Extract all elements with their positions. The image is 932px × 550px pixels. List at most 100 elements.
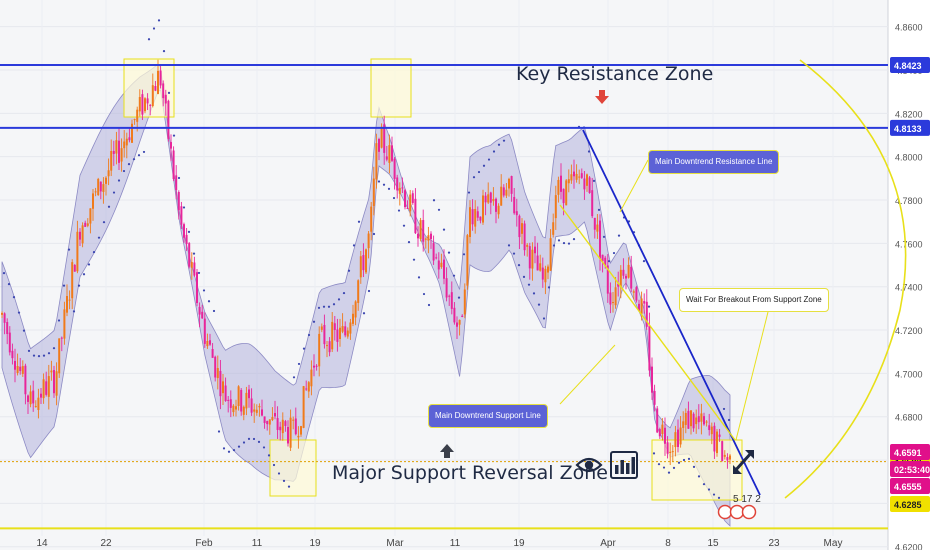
chart-tools [575, 451, 639, 479]
sar-dot [217, 430, 221, 433]
sar-dot [267, 454, 271, 457]
candle-body [445, 278, 448, 298]
candle-body [427, 235, 430, 241]
candle-body [419, 220, 422, 239]
candle-body [443, 259, 445, 279]
sar-dot [497, 143, 501, 146]
candle-body [354, 301, 357, 318]
price-tag-label: 4.6285 [894, 500, 922, 510]
sar-dot [652, 452, 656, 455]
sar-dot [537, 303, 541, 306]
candle-body [346, 330, 349, 337]
candle-body [476, 211, 479, 218]
down-arrow-icon [595, 90, 609, 104]
event-marker [741, 504, 757, 520]
candle-body [502, 187, 505, 196]
sar-dot [642, 260, 646, 263]
sar-dot [257, 440, 261, 443]
y-tick-label: 4.8600 [895, 23, 923, 33]
candle-body [21, 366, 24, 374]
x-tick-label: Mar [386, 538, 404, 549]
candle-body [495, 198, 497, 212]
bar-chart-icon[interactable] [610, 451, 638, 479]
candle-body [211, 348, 214, 358]
y-tick-label: 4.8000 [895, 153, 923, 163]
candle-body [422, 220, 425, 242]
candle-body [388, 145, 391, 163]
y-tick-label: 4.6200 [895, 543, 923, 550]
candle-body [554, 195, 557, 219]
sar-dot [77, 284, 81, 287]
candle-body [536, 255, 539, 271]
sar-dot [697, 475, 701, 478]
sar-dot [17, 311, 21, 314]
price-tag [890, 478, 930, 494]
sar-dot [112, 191, 116, 194]
candle-body [16, 366, 19, 373]
candle-body [562, 188, 565, 204]
candle-body [138, 97, 141, 112]
candle-body [47, 376, 50, 397]
key-resistance-label: Key Resistance Zone [516, 63, 714, 85]
candle-body [534, 246, 536, 254]
sar-dot [727, 418, 731, 422]
candle-body [19, 366, 22, 372]
candle-body [588, 177, 591, 193]
candle-body [227, 399, 230, 401]
y-tick-label: 4.7800 [895, 196, 923, 206]
sar-dot [227, 450, 231, 453]
x-tick-label: 19 [513, 538, 525, 549]
sar-dot [542, 317, 546, 320]
candle-body [58, 338, 61, 374]
candle-body [190, 262, 193, 268]
candle-body [541, 267, 544, 280]
candle-body [86, 223, 89, 226]
sar-dot [172, 134, 176, 137]
sar-dot [132, 158, 136, 161]
eye-icon[interactable] [575, 457, 603, 473]
breakout-arrow [732, 450, 754, 474]
candle-body [326, 345, 328, 347]
candle-body [339, 327, 341, 339]
x-tick-label: Apr [600, 538, 616, 549]
candle-body [515, 211, 518, 216]
candle-body [424, 238, 427, 240]
candle-body [84, 222, 87, 227]
candle-body [619, 269, 622, 288]
candle-body [674, 432, 677, 448]
downtrend-support-callout: Main Downtrend Support Line [428, 404, 548, 428]
candle-body [144, 98, 146, 112]
candle-body [604, 257, 607, 266]
sar-dot [462, 253, 466, 256]
candle-body [118, 140, 120, 163]
x-tick-label: Feb [195, 538, 213, 549]
candle-body [406, 207, 409, 209]
candle-body [177, 192, 180, 211]
candle-body [393, 158, 396, 179]
candle-body [638, 303, 640, 312]
candle-body [370, 206, 373, 232]
candle-body [682, 421, 685, 428]
candle-body [398, 187, 401, 194]
sar-dot [287, 485, 291, 488]
y-tick-label: 4.7600 [895, 239, 923, 249]
candle-body [437, 260, 440, 270]
zone-box [269, 439, 317, 497]
y-tick-label: 4.8200 [895, 109, 923, 119]
sar-dot [482, 164, 486, 167]
candle-body [648, 325, 651, 371]
candle-body [703, 416, 705, 425]
candle-body [378, 139, 380, 152]
sar-dot [237, 445, 241, 448]
candle-body [1, 312, 3, 315]
sar-dot [502, 139, 506, 142]
sar-dot [312, 320, 316, 323]
y-tick-label: 4.7400 [895, 283, 923, 293]
sar-dot [557, 239, 561, 242]
sar-dot [607, 260, 611, 263]
x-tick-label: May [824, 538, 843, 549]
candle-body [268, 419, 271, 425]
sar-dot [307, 333, 311, 337]
